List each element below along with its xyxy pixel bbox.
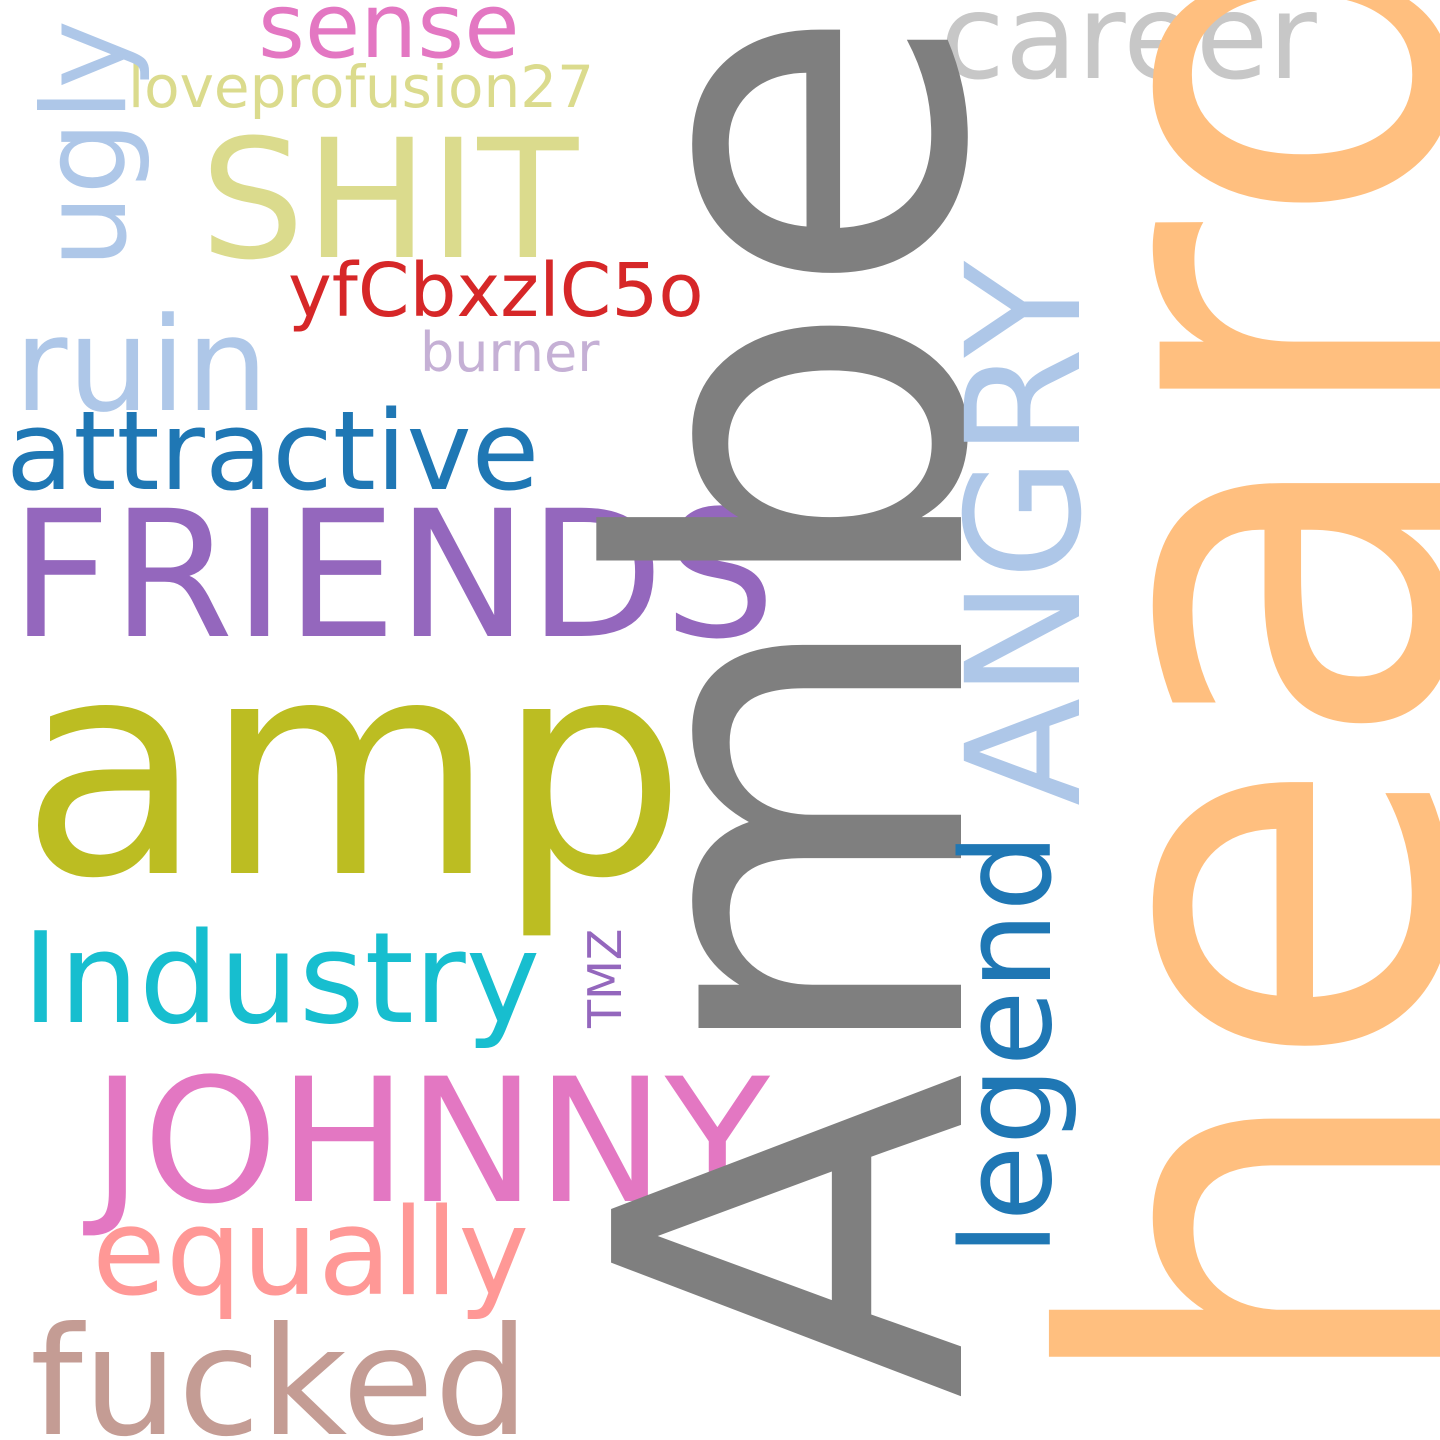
word-yfcbxzlc5o: yfCbxzlC5o <box>288 248 704 334</box>
word-attractive: attractive <box>6 387 540 515</box>
word-fucked: fucked <box>30 1296 530 1440</box>
word-amp: amp <box>20 595 687 944</box>
word-friends: FRIENDS <box>10 473 776 678</box>
word-ugly: ugly <box>18 19 153 268</box>
word-burner: burner <box>420 321 600 384</box>
word-johnny: JOHNNY <box>92 1041 770 1242</box>
word-heard: heard <box>961 0 1440 1404</box>
word-shit: SHIT <box>200 104 579 296</box>
word-sense: sense <box>258 0 520 79</box>
word-equally: equally <box>92 1184 530 1323</box>
word-career: career <box>940 0 1317 106</box>
word-loveprofusion27: loveprofusion27 <box>128 53 595 121</box>
word-industry: Industry <box>22 905 541 1052</box>
word-ruin: ruin <box>14 289 269 441</box>
